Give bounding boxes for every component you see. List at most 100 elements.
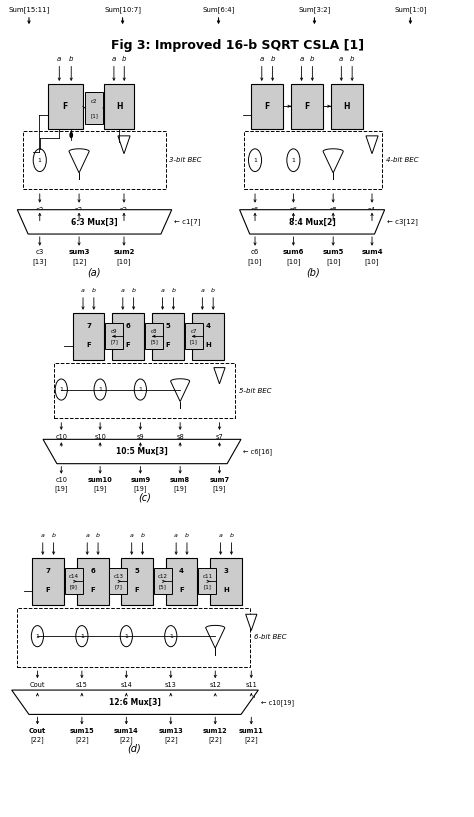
Text: a: a xyxy=(112,56,116,62)
Text: (d): (d) xyxy=(127,743,141,753)
Text: [9]: [9] xyxy=(70,584,78,590)
Text: b: b xyxy=(69,56,73,62)
Polygon shape xyxy=(12,690,258,714)
Text: c2: c2 xyxy=(91,100,97,105)
Text: [11]: [11] xyxy=(119,690,133,697)
Text: sum6: sum6 xyxy=(283,249,304,256)
Text: s5: s5 xyxy=(329,208,337,213)
Text: b: b xyxy=(52,534,55,538)
Text: 10:5 Mux[3]: 10:5 Mux[3] xyxy=(116,447,168,456)
Text: s9: s9 xyxy=(137,434,144,440)
Text: sum2: sum2 xyxy=(113,249,135,256)
Bar xyxy=(77,558,109,605)
Text: b: b xyxy=(310,56,315,62)
Text: (c): (c) xyxy=(138,493,151,502)
Text: 7: 7 xyxy=(46,568,51,574)
Text: Fig 3: Improved 16-b SQRT CSLA [1]: Fig 3: Improved 16-b SQRT CSLA [1] xyxy=(111,39,364,52)
Text: [22]: [22] xyxy=(30,736,44,743)
Text: sum9: sum9 xyxy=(130,477,150,484)
Text: [5]: [5] xyxy=(159,584,167,590)
Text: [1]: [1] xyxy=(90,113,98,118)
Text: 6: 6 xyxy=(90,568,95,574)
Bar xyxy=(112,313,144,359)
Text: c9: c9 xyxy=(111,328,118,333)
Text: c11: c11 xyxy=(202,574,212,578)
Text: 5: 5 xyxy=(135,568,139,574)
Text: sum4: sum4 xyxy=(361,249,383,256)
Circle shape xyxy=(134,379,146,400)
Bar xyxy=(192,313,224,359)
Text: [10]: [10] xyxy=(365,258,379,266)
Text: Cout: Cout xyxy=(30,682,45,688)
Text: [13]: [13] xyxy=(33,258,47,266)
Polygon shape xyxy=(17,210,172,234)
Text: F: F xyxy=(264,102,270,111)
Text: [19]: [19] xyxy=(134,485,147,493)
Text: sum10: sum10 xyxy=(88,477,112,484)
Text: [4]: [4] xyxy=(246,690,256,697)
Text: [10]: [10] xyxy=(117,258,131,266)
Text: [10]: [10] xyxy=(326,258,340,266)
Bar xyxy=(291,84,323,128)
Polygon shape xyxy=(214,368,225,384)
Text: [9]: [9] xyxy=(210,690,220,697)
Text: c12: c12 xyxy=(158,574,168,578)
Text: 1: 1 xyxy=(36,634,39,639)
Text: [7]: [7] xyxy=(114,584,122,590)
Text: [4]: [4] xyxy=(215,442,224,449)
Text: a: a xyxy=(121,288,125,293)
Polygon shape xyxy=(69,149,89,173)
Text: [4]: [4] xyxy=(367,217,377,223)
Text: [9]: [9] xyxy=(74,217,84,223)
Text: sum15: sum15 xyxy=(70,728,94,734)
Text: 5-bit BEC: 5-bit BEC xyxy=(238,387,271,394)
Text: 1: 1 xyxy=(169,634,173,639)
Text: s4: s4 xyxy=(368,208,376,213)
Text: a: a xyxy=(219,534,222,538)
Text: 1: 1 xyxy=(59,387,63,392)
Text: F: F xyxy=(135,587,139,593)
Text: s2: s2 xyxy=(120,208,128,213)
Text: c13: c13 xyxy=(113,574,123,578)
Bar xyxy=(109,569,128,594)
Text: c3: c3 xyxy=(36,208,44,213)
Text: b: b xyxy=(132,288,136,293)
Text: [9]: [9] xyxy=(175,442,185,449)
Text: 4: 4 xyxy=(179,568,184,574)
Text: 1: 1 xyxy=(98,387,102,392)
Text: a: a xyxy=(339,56,344,62)
Text: ← c1[7]: ← c1[7] xyxy=(174,218,201,225)
Text: [7]: [7] xyxy=(110,340,118,345)
Text: sum5: sum5 xyxy=(322,249,344,256)
Text: [16]: [16] xyxy=(31,690,44,697)
Text: 4-bit BEC: 4-bit BEC xyxy=(386,157,419,163)
Bar xyxy=(23,131,165,190)
Text: F: F xyxy=(86,342,91,348)
Bar xyxy=(54,363,235,418)
Text: b: b xyxy=(96,534,100,538)
Text: [22]: [22] xyxy=(75,736,89,743)
Text: ← c6[16]: ← c6[16] xyxy=(243,449,273,455)
Text: c14: c14 xyxy=(69,574,79,578)
Text: [12]: [12] xyxy=(248,217,262,223)
Text: 1: 1 xyxy=(124,634,128,639)
Text: s7: s7 xyxy=(216,434,223,440)
Text: 1: 1 xyxy=(80,634,84,639)
Bar xyxy=(244,131,383,190)
Text: s14: s14 xyxy=(120,682,132,688)
Text: a: a xyxy=(81,288,85,293)
Bar xyxy=(185,324,202,349)
Polygon shape xyxy=(171,379,190,401)
Bar xyxy=(17,608,250,667)
Text: a: a xyxy=(85,534,89,538)
Text: [11]: [11] xyxy=(164,690,178,697)
Text: s6: s6 xyxy=(289,208,298,213)
Text: s10: s10 xyxy=(94,434,106,440)
Text: b: b xyxy=(140,534,145,538)
Circle shape xyxy=(287,149,300,172)
Polygon shape xyxy=(239,210,384,234)
Bar xyxy=(199,569,216,594)
Text: c6: c6 xyxy=(251,249,259,256)
Circle shape xyxy=(69,132,73,138)
Text: [22]: [22] xyxy=(209,736,222,743)
